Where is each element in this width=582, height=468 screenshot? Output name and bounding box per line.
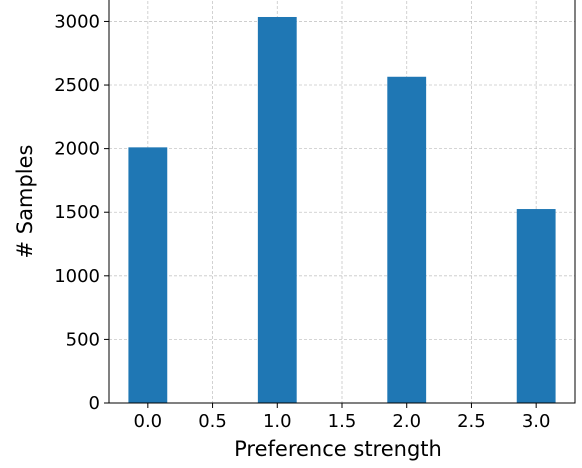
y-tick-label: 2500: [54, 75, 100, 96]
y-tick-label: 3000: [54, 11, 100, 32]
x-tick-label: 0.0: [134, 411, 163, 432]
bar: [257, 16, 297, 404]
bar: [387, 76, 427, 403]
x-tick-label: 2.5: [457, 411, 486, 432]
y-tick-label: 500: [66, 329, 100, 350]
x-tick-label: 2.0: [392, 411, 421, 432]
y-tick-label: 2000: [54, 139, 100, 160]
y-axis-ticks: 0 500 1000 1500 2000 2500 3000: [54, 11, 109, 414]
bar: [128, 147, 168, 403]
x-tick-label: 1.5: [328, 411, 357, 432]
x-tick-label: 0.5: [198, 411, 227, 432]
y-tick-label: 0: [89, 393, 100, 414]
x-axis-ticks: 0.0 0.5 1.0 1.5 2.0 2.5 3.0: [134, 403, 551, 432]
bars: [128, 16, 556, 404]
grid: [109, 0, 575, 404]
x-tick-label: 1.0: [263, 411, 292, 432]
y-tick-label: 1500: [54, 202, 100, 223]
y-axis-label: # Samples: [13, 145, 37, 259]
x-tick-label: 3.0: [522, 411, 551, 432]
y-tick-label: 1000: [54, 266, 100, 287]
bar: [516, 209, 556, 403]
x-axis-label: Preference strength: [234, 437, 442, 461]
